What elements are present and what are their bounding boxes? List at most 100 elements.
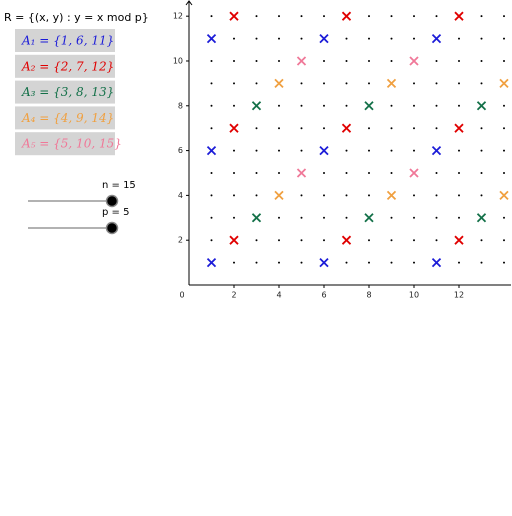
x-tick-label: 6 (321, 291, 326, 300)
x-tick-label: 4 (276, 291, 281, 300)
slider-knob[interactable] (105, 194, 119, 208)
grid-dot (323, 216, 325, 219)
grid-dot (480, 239, 483, 242)
grid-dot (300, 37, 303, 40)
relation-point (296, 56, 307, 66)
grid-dot (233, 104, 235, 107)
grid-dot (458, 82, 460, 85)
x-tick-label: 2 (231, 291, 236, 300)
grid-dot (233, 171, 235, 174)
grid-dot (278, 127, 280, 130)
grid-dot (255, 194, 258, 197)
grid-dot (368, 15, 370, 18)
grid-dot (278, 171, 280, 174)
grid-dot (255, 15, 258, 18)
grid-dot (368, 59, 370, 62)
relation-point (409, 56, 419, 66)
y-tick-label: 8 (178, 101, 183, 110)
relation-point (296, 168, 307, 178)
slider-label: n = 15 (102, 180, 136, 191)
set-label: A₃ = {3, 8, 13} (21, 85, 114, 99)
relation-point (229, 235, 239, 245)
grid-dot (503, 59, 505, 62)
x-tick-label: 10 (409, 291, 419, 300)
relation-point (476, 101, 487, 111)
grid-dot (300, 261, 303, 264)
x-tick-label: 0 (179, 291, 184, 300)
grid-dot (413, 82, 415, 85)
relation-point (499, 190, 509, 201)
grid-dot (480, 171, 483, 174)
y-tick-label: 6 (178, 146, 183, 155)
grid-dot (413, 194, 415, 197)
set-label: A₅ = {5, 10, 15} (21, 137, 122, 151)
grid-dot (480, 82, 483, 85)
relation-point (454, 11, 464, 21)
grid-dot (458, 216, 460, 219)
grid-dot (435, 171, 438, 174)
grid-dot (480, 194, 483, 197)
grid-dot (435, 127, 438, 130)
set-box (15, 54, 115, 78)
grid-dot (368, 261, 370, 264)
grid-dot (345, 171, 348, 174)
grid-dot (278, 37, 280, 40)
grid-dot (345, 216, 348, 219)
grid-dot (323, 239, 325, 242)
grid-dot (210, 171, 213, 174)
grid-dot (210, 216, 213, 219)
relation-point (251, 213, 262, 223)
grid-dot (210, 15, 213, 18)
grid-dot (210, 239, 213, 242)
grid-dot (458, 171, 460, 174)
grid-dot (435, 194, 438, 197)
y-axis-arrow (185, 0, 193, 6)
grid-dot (255, 127, 258, 130)
grid-dot (368, 149, 370, 152)
grid-dot (255, 239, 258, 242)
relation-point (341, 123, 352, 133)
grid-dot (390, 239, 393, 242)
grid-dot (368, 194, 370, 197)
set-box (15, 80, 115, 104)
grid-dot (368, 171, 370, 174)
grid-dot (345, 149, 348, 152)
grid-dot (368, 239, 370, 242)
grid-dot (323, 171, 325, 174)
set-label: A₁ = {1, 6, 11} (21, 34, 114, 48)
grid-dot (480, 59, 483, 62)
slider-knob[interactable] (105, 221, 119, 235)
grid-dot (233, 261, 235, 264)
grid-dot (255, 37, 258, 40)
relation-point (499, 78, 509, 89)
grid-dot (278, 59, 280, 62)
grid-dot (435, 104, 438, 107)
grid-dot (480, 15, 483, 18)
grid-dot (413, 149, 415, 152)
grid-dot (435, 82, 438, 85)
grid-dot (323, 127, 325, 130)
y-tick-label: 12 (173, 12, 183, 21)
grid-dot (300, 149, 303, 152)
set-box (15, 29, 115, 52)
grid-dot (503, 261, 505, 264)
grid-dot (503, 216, 505, 219)
relation-title: R = {(x, y) : y = x mod p} (4, 11, 149, 24)
relation-point (341, 235, 352, 245)
relation-point (206, 257, 217, 268)
grid-dot (300, 194, 303, 197)
grid-dot (413, 261, 415, 264)
relation-point (251, 101, 262, 111)
set-box (15, 106, 115, 130)
grid-dot (300, 15, 303, 18)
x-tick-label: 8 (366, 291, 371, 300)
grid-dot (345, 59, 348, 62)
grid-dot (233, 82, 235, 85)
relation-point (431, 257, 442, 268)
grid-dot (278, 15, 280, 18)
grid-dot (390, 171, 393, 174)
grid-dot (278, 104, 280, 107)
y-tick-label: 2 (178, 236, 183, 245)
grid-dot (323, 59, 325, 62)
